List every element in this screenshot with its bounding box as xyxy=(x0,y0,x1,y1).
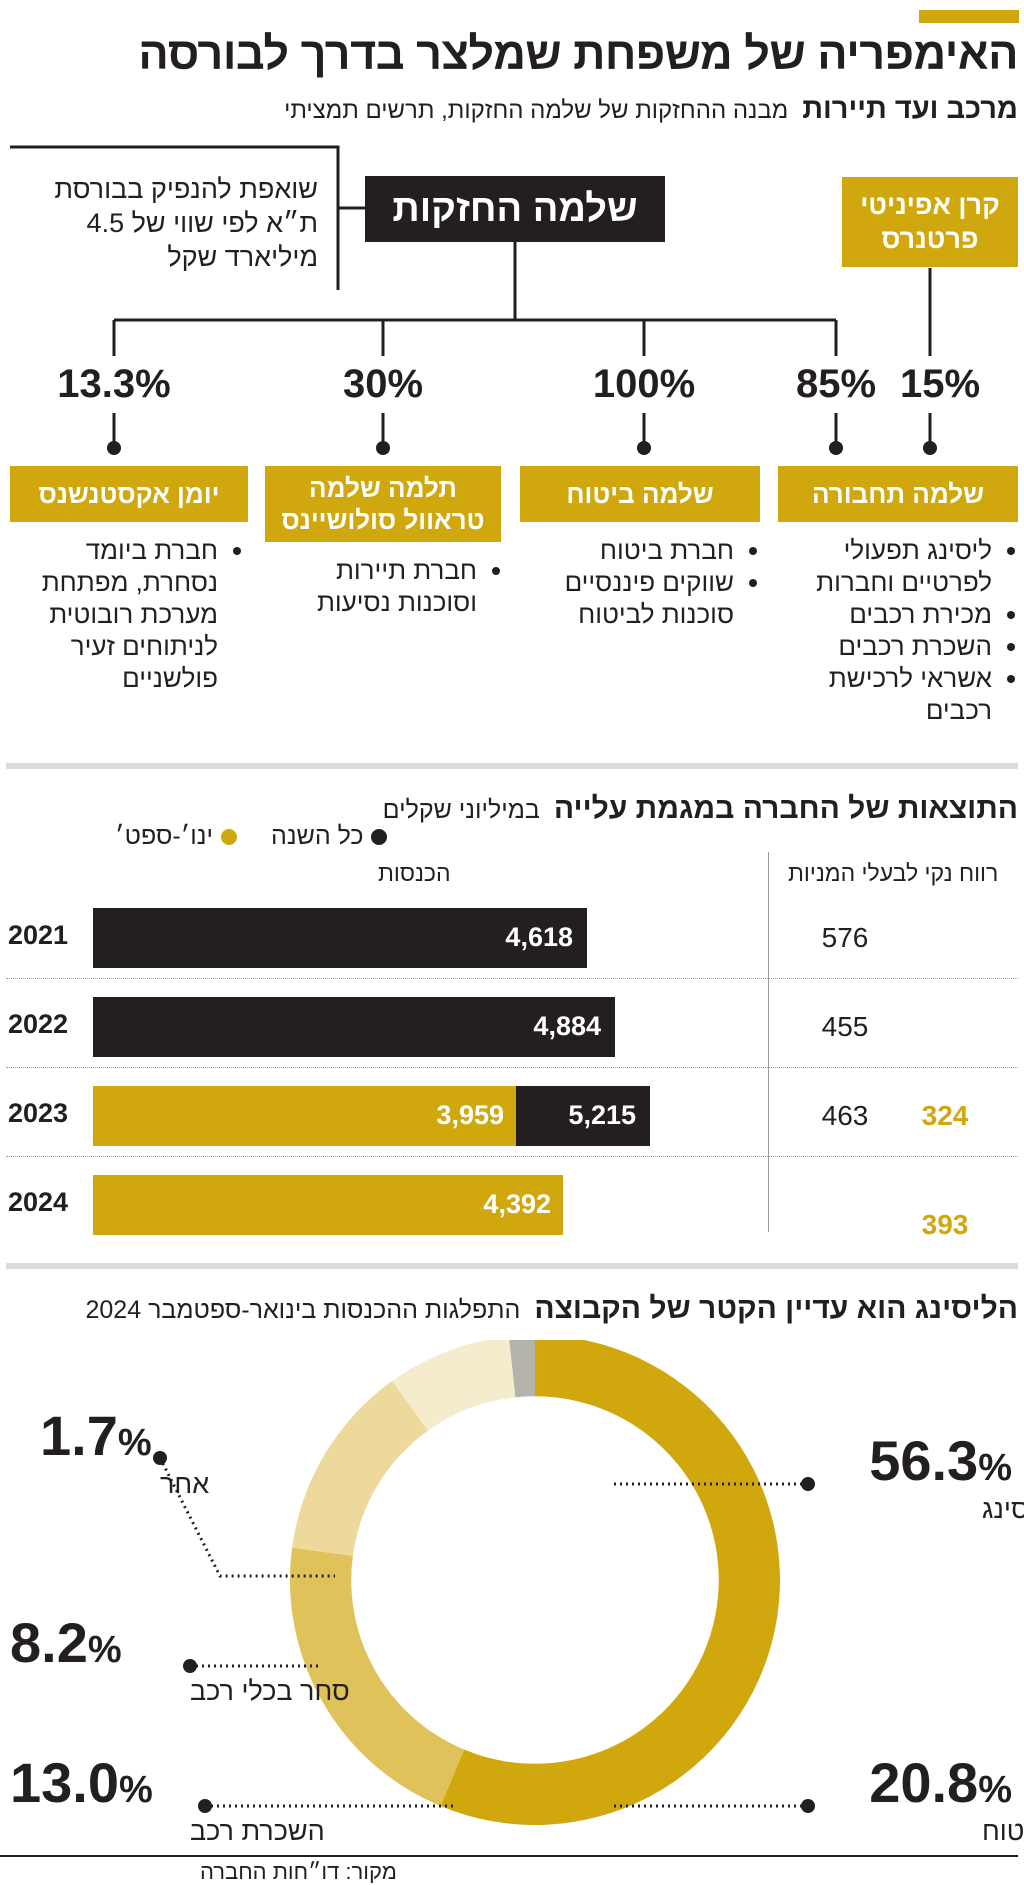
kicker: מרכב ועד תיירות xyxy=(802,93,1018,125)
legend-partial-swatch xyxy=(221,828,237,845)
subtitle: מבנה ההחזקות של שלמה החזקות, תרשים תמצית… xyxy=(284,97,789,124)
slice-value-label: 13.0% xyxy=(10,1751,153,1814)
results-legend: כל השנה ינו׳-ספט׳ xyxy=(115,822,388,851)
year-label: 2021 xyxy=(8,920,69,950)
results-title-row: התוצאות של החברה במגמת עלייה במיליוני שקל… xyxy=(383,792,1018,826)
ipo-note: שואפת להנפיק בבורסת ת״א לפי שווי של 4.5 … xyxy=(54,174,318,272)
legend-full-swatch xyxy=(371,828,388,845)
profit-jan-sep: 324 xyxy=(921,1100,969,1131)
subsidiary-box-bituach: שלמה ביטוח xyxy=(520,466,760,522)
pct-tachbura: 85% xyxy=(795,362,877,406)
list-item: חברת ביטוח xyxy=(508,534,734,566)
pct-fund: 15% xyxy=(899,362,981,406)
year-label: 2022 xyxy=(8,1009,69,1039)
list-item: חברת תיירות וסוכנות נסיעות xyxy=(267,554,477,618)
pct-talma: 30% xyxy=(342,362,424,406)
revenue-donut-chart: 56.3%ליסינג 20.8%ביטוח 13.0% השכרת רכב 8.2% ס… xyxy=(10,1340,1024,1845)
profit-col-header: רווח נקי לבעלי המניות xyxy=(788,860,999,886)
year-label: 2023 xyxy=(8,1098,69,1128)
structure-lines xyxy=(10,145,937,455)
connector-dot xyxy=(637,441,651,455)
list-item: השכרת רכבים xyxy=(772,630,992,662)
donut-title-row: הליסינג הוא עדיין הקטר של הקבוצה התפלגות … xyxy=(86,1292,1019,1326)
revenue-bar-chart: 2021 4,618 576 2022 4,884 455 2023 5,215 3,959 46… xyxy=(0,890,1024,1240)
list-item: מכירת רכבים xyxy=(772,598,992,630)
bar-value-label: 3,959 xyxy=(436,1100,504,1130)
slice-value-label: 20.8% xyxy=(869,1751,1012,1814)
subsidiary-box-tachbura: שלמה תחבורה xyxy=(778,466,1018,522)
bar-full-year: 4,884 xyxy=(93,997,615,1057)
bar-value-label: 4,618 xyxy=(505,922,573,952)
leader-line xyxy=(158,1457,335,1578)
slice-value-label: 56.3% xyxy=(869,1429,1012,1492)
slice-name-label: אחר xyxy=(160,1469,209,1499)
connector-dot xyxy=(107,441,121,455)
bituach-desc: חברת ביטוח שווקים פיננסיים סוכנות לביטוח xyxy=(508,534,760,630)
page-title: האימפריה של משפחת שמלצר בדרך לבורסה xyxy=(138,28,1018,79)
talma-desc: חברת תיירות וסוכנות נסיעות xyxy=(267,554,503,618)
donut-slice xyxy=(509,1340,535,1398)
profit-full-year: 463 xyxy=(821,1100,869,1131)
bar-jan-sep: 4,392 xyxy=(93,1175,563,1235)
legend-partial-label: ינו׳-ספט׳ xyxy=(115,822,213,850)
donut-slice xyxy=(292,1380,428,1556)
list-item: אשראי לרכישת רכבים xyxy=(772,662,992,726)
slice-name-label: השכרת רכב xyxy=(190,1816,325,1845)
list-item: שווקים פיננסיים סוכנות לביטוח xyxy=(508,566,734,630)
donut-title: הליסינג הוא עדיין הקטר של הקבוצה xyxy=(534,1292,1018,1325)
profit-jan-sep: 393 xyxy=(921,1209,969,1240)
accent-bar xyxy=(919,10,1019,23)
row-gridline xyxy=(6,1156,1018,1157)
donut-slice xyxy=(290,1547,465,1807)
slice-value-label: 8.2% xyxy=(10,1611,122,1674)
bar-value-label: 4,884 xyxy=(533,1011,601,1041)
leader-dot xyxy=(153,1451,167,1465)
tachbura-desc: ליסינג תפעולי לפרטיים וחברות מכירת רכבים… xyxy=(772,534,1018,726)
subtitle-row: מרכב ועד תיירות מבנה ההחזקות של שלמה החזק… xyxy=(284,93,1018,126)
list-item: ליסינג תפעולי לפרטיים וחברות xyxy=(772,534,992,598)
yoman-desc: חברת ביומד נסחרת, מפתחת מערכת רובוטית לנ… xyxy=(6,534,244,694)
row-gridline xyxy=(6,978,1018,979)
results-unit: במיליוני שקלים xyxy=(382,796,540,824)
parent-company-box: שלמה החזקות xyxy=(365,176,665,242)
bar-jan-sep: 3,959 xyxy=(93,1086,516,1146)
section-divider xyxy=(6,1263,1018,1269)
leader-dot xyxy=(801,1799,815,1813)
slice-name-label: סחר בכלי רכב xyxy=(190,1676,350,1706)
pct-bituach: 100% xyxy=(592,362,696,406)
profit-full-year: 576 xyxy=(821,922,869,953)
note-bracket-line xyxy=(10,145,340,208)
donut-slice xyxy=(392,1340,516,1431)
bar-value-label: 5,215 xyxy=(568,1100,636,1130)
subsidiary-box-yoman: יומן אקסטנשנס xyxy=(10,466,248,522)
pct-yoman: 13.3% xyxy=(57,362,171,406)
bar-value-label: 4,392 xyxy=(483,1189,551,1219)
bar-full-year: 4,618 xyxy=(93,908,587,968)
leader-dot xyxy=(198,1799,212,1813)
slice-name-label: ביטוח xyxy=(982,1816,1024,1845)
donut-subtitle: התפלגות ההכנסות בינואר-ספטמבר 2024 xyxy=(85,1296,521,1324)
connector-dot xyxy=(829,441,843,455)
slice-value-label: 1.7% xyxy=(40,1404,152,1467)
row-gridline xyxy=(6,1067,1018,1068)
revenue-col-header: הכנסות xyxy=(378,860,451,886)
leader-dot xyxy=(801,1477,815,1491)
connector-dot xyxy=(376,441,390,455)
connector-dot xyxy=(923,441,937,455)
year-label: 2024 xyxy=(8,1187,69,1217)
leader-dot xyxy=(183,1659,197,1673)
fund-box: קרן אפיניטי פרטנרס xyxy=(842,177,1018,267)
column-divider xyxy=(768,852,769,1232)
donut-slice xyxy=(440,1340,780,1825)
subsidiary-box-talma: תלמה שלמה טראוול סולושיינס xyxy=(265,466,501,542)
legend-full-label: כל השנה xyxy=(271,822,364,850)
list-item: חברת ביומד נסחרת, מפתחת מערכת רובוטית לנ… xyxy=(6,534,218,694)
slice-name-label: ליסינג xyxy=(982,1494,1024,1524)
profit-full-year: 455 xyxy=(821,1011,869,1042)
source-note: מקור: דו״חות החברה xyxy=(0,1855,1018,1885)
results-title: התוצאות של החברה במגמת עלייה xyxy=(553,792,1018,825)
section-divider xyxy=(6,763,1018,769)
